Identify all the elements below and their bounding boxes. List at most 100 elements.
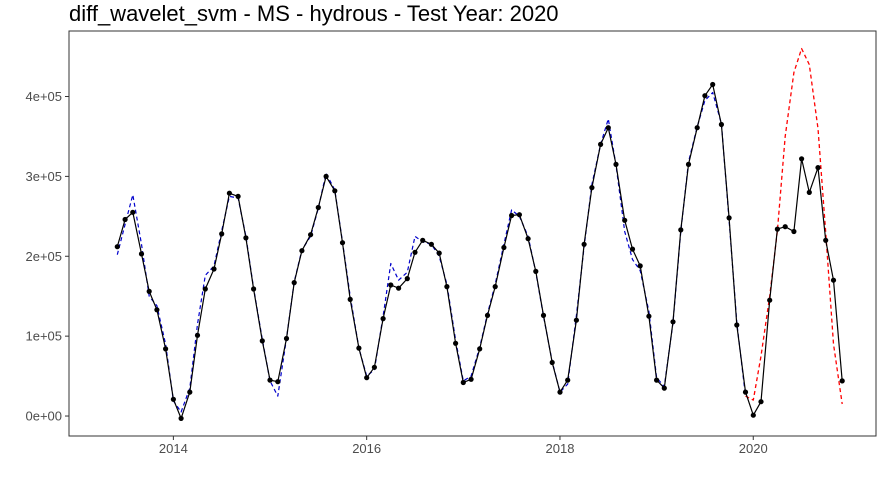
data-point bbox=[460, 379, 466, 386]
data-point bbox=[371, 364, 377, 370]
data-point bbox=[637, 263, 643, 269]
data-point bbox=[670, 319, 676, 325]
data-point bbox=[750, 412, 756, 418]
data-point bbox=[685, 161, 692, 167]
x-tick-label: 2020 bbox=[739, 441, 768, 456]
data-point bbox=[178, 415, 184, 421]
data-point bbox=[388, 282, 394, 288]
data-point bbox=[767, 297, 773, 303]
data-point bbox=[130, 209, 136, 215]
data-point bbox=[565, 377, 571, 383]
data-point bbox=[516, 212, 523, 218]
data-point bbox=[444, 284, 450, 290]
data-point bbox=[830, 277, 837, 283]
data-point bbox=[428, 241, 434, 247]
data-point bbox=[194, 332, 201, 338]
axes: 2014 2016 2018 2020 0e+00 1e+05 2e+05 3e+05 4e+0… bbox=[25, 89, 767, 456]
chart-title: diff_wavelet_svm - MS - hydrous - Test Y… bbox=[69, 1, 559, 26]
data-point bbox=[226, 190, 232, 196]
data-point bbox=[501, 244, 507, 251]
data-point bbox=[799, 156, 805, 162]
data-point bbox=[308, 232, 314, 238]
data-point bbox=[243, 235, 249, 241]
data-point bbox=[356, 345, 362, 351]
data-point bbox=[138, 251, 145, 257]
y-tick-label: 0e+00 bbox=[25, 409, 62, 424]
data-point bbox=[412, 249, 418, 255]
data-point bbox=[267, 377, 273, 383]
series-line-actual bbox=[116, 83, 843, 419]
data-point bbox=[589, 185, 595, 191]
data-point bbox=[525, 236, 531, 242]
data-point bbox=[694, 125, 700, 131]
data-point bbox=[275, 379, 281, 385]
data-point bbox=[453, 340, 459, 346]
data-point bbox=[291, 280, 297, 286]
data-point bbox=[315, 204, 321, 211]
data-point bbox=[573, 317, 580, 323]
data-point bbox=[605, 125, 611, 131]
series bbox=[114, 47, 845, 421]
data-point bbox=[734, 322, 740, 328]
data-point bbox=[815, 165, 821, 171]
data-point bbox=[557, 389, 563, 395]
data-point bbox=[283, 335, 290, 342]
data-point bbox=[332, 188, 338, 194]
data-point bbox=[533, 268, 539, 274]
data-point bbox=[549, 359, 555, 366]
data-point bbox=[484, 312, 491, 318]
data-point bbox=[146, 288, 152, 294]
data-point bbox=[774, 226, 781, 232]
data-point bbox=[702, 93, 708, 99]
data-point bbox=[380, 316, 386, 322]
data-point bbox=[661, 385, 667, 391]
data-point bbox=[742, 389, 749, 395]
data-point bbox=[509, 212, 515, 219]
y-tick-label: 1e+05 bbox=[25, 329, 62, 344]
data-point bbox=[163, 346, 169, 352]
data-point bbox=[823, 237, 829, 243]
data-point bbox=[646, 313, 652, 319]
data-point bbox=[791, 228, 797, 235]
x-tick-label: 2014 bbox=[159, 441, 188, 456]
data-point bbox=[339, 240, 346, 246]
data-point bbox=[251, 286, 257, 292]
data-point bbox=[396, 285, 402, 291]
data-point bbox=[347, 296, 353, 302]
data-point bbox=[299, 248, 305, 254]
data-point bbox=[806, 189, 812, 195]
data-point bbox=[678, 227, 684, 233]
x-tick-label: 2016 bbox=[352, 441, 381, 456]
data-point bbox=[187, 389, 193, 395]
data-point bbox=[654, 377, 660, 383]
data-point bbox=[758, 399, 764, 405]
data-point bbox=[436, 250, 442, 256]
data-point bbox=[718, 121, 725, 128]
data-point bbox=[492, 284, 498, 290]
data-point bbox=[259, 338, 265, 344]
data-point bbox=[114, 244, 120, 250]
y-tick-label: 3e+05 bbox=[25, 169, 62, 184]
data-point bbox=[404, 276, 410, 282]
plot-border bbox=[68, 30, 877, 437]
series-line-forecast bbox=[745, 47, 843, 405]
data-point bbox=[629, 246, 636, 252]
data-point bbox=[122, 216, 128, 223]
data-point bbox=[202, 286, 208, 292]
data-point bbox=[154, 307, 160, 313]
data-point bbox=[219, 231, 225, 237]
data-point bbox=[726, 215, 732, 221]
plot-panel bbox=[68, 30, 877, 437]
x-tick-label: 2018 bbox=[546, 441, 575, 456]
data-point bbox=[613, 161, 619, 167]
data-point bbox=[710, 81, 716, 88]
data-point bbox=[364, 375, 370, 381]
data-point bbox=[420, 237, 426, 243]
data-point bbox=[782, 224, 788, 230]
data-point bbox=[323, 173, 329, 179]
data-point bbox=[211, 266, 217, 272]
data-point bbox=[468, 376, 474, 382]
data-point bbox=[622, 217, 628, 223]
data-point bbox=[477, 346, 483, 352]
